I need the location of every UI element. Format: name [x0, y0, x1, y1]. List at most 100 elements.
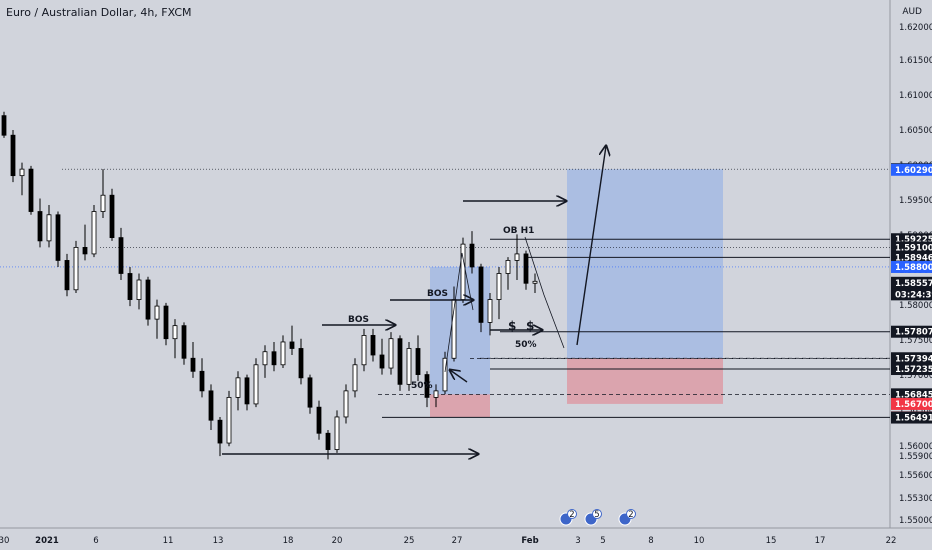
- price-label: 1.59100: [895, 243, 932, 253]
- price-label-box: [891, 241, 932, 254]
- x-tick-label: 20: [332, 536, 343, 546]
- candle-body[interactable]: [217, 419, 223, 444]
- candle-body[interactable]: [181, 325, 187, 359]
- candle-body[interactable]: [415, 348, 421, 375]
- bos-label: BOS: [427, 289, 448, 299]
- candle-body[interactable]: [100, 194, 106, 212]
- event-count-label: 5: [594, 510, 599, 520]
- x-tick-label: Feb: [521, 536, 538, 546]
- price-label: 1.60290: [895, 166, 932, 176]
- y-tick-label: 1.56500: [899, 406, 932, 416]
- y-tick-label: 1.57000: [899, 371, 932, 381]
- candle-body[interactable]: [1, 115, 7, 136]
- candle-body[interactable]: [127, 273, 133, 300]
- candle-body[interactable]: [532, 280, 538, 284]
- candle-body[interactable]: [298, 348, 304, 379]
- candle-body[interactable]: [487, 299, 493, 323]
- target-zone: [567, 169, 723, 359]
- candle-body[interactable]: [307, 377, 313, 408]
- candle-body[interactable]: [325, 432, 331, 450]
- x-tick-label: 6: [93, 536, 98, 546]
- previous-stop-zone: [430, 394, 490, 418]
- candle-body[interactable]: [334, 416, 340, 450]
- candle-body[interactable]: [136, 279, 142, 300]
- candle-body[interactable]: [469, 243, 475, 268]
- event-count-badge: [592, 509, 602, 519]
- x-tick-label: 11: [163, 536, 174, 546]
- price-label: 1.58800: [895, 263, 932, 273]
- fifty-percent-label: 50%: [411, 381, 433, 391]
- price-label-box: [891, 397, 932, 410]
- candle-body[interactable]: [397, 338, 403, 385]
- candle-body[interactable]: [316, 406, 322, 434]
- candle-body[interactable]: [406, 348, 412, 385]
- candle-body[interactable]: [370, 335, 376, 356]
- candle-body[interactable]: [55, 214, 61, 261]
- candle-body[interactable]: [172, 325, 178, 340]
- candle-body[interactable]: [514, 253, 520, 261]
- target-arrow: [576, 146, 606, 346]
- candle-body[interactable]: [109, 194, 115, 239]
- candle-body[interactable]: [91, 211, 97, 255]
- candle-body[interactable]: [208, 390, 214, 421]
- y-tick-label: 1.55300: [899, 494, 932, 504]
- candle-body[interactable]: [424, 374, 430, 398]
- candle-body[interactable]: [145, 279, 151, 320]
- candle-body[interactable]: [163, 305, 169, 340]
- x-tick-label: 17: [815, 536, 826, 546]
- candle-body[interactable]: [253, 364, 259, 405]
- event-count-label: 2: [569, 510, 574, 520]
- candle-body[interactable]: [37, 211, 43, 242]
- y-tick-label: 1.59500: [899, 196, 932, 206]
- event-count-badge: [567, 509, 577, 519]
- candle-body[interactable]: [442, 357, 448, 392]
- candle-body[interactable]: [478, 266, 484, 323]
- candle-body[interactable]: [388, 338, 394, 369]
- candle-body[interactable]: [28, 168, 34, 212]
- candle-body[interactable]: [19, 168, 25, 177]
- x-tick-label: 3: [575, 536, 580, 546]
- candle-body[interactable]: [118, 237, 124, 274]
- candle-body[interactable]: [496, 273, 502, 300]
- y-tick-label: 1.55900: [899, 452, 932, 462]
- candle-body[interactable]: [523, 253, 529, 284]
- candle-body[interactable]: [10, 134, 16, 177]
- candle-body[interactable]: [82, 246, 88, 255]
- liquidity-dollar-label: $: [508, 319, 516, 333]
- candle-body[interactable]: [64, 260, 70, 291]
- x-tick-label: 2021: [35, 536, 59, 546]
- x-tick-label: 18: [283, 536, 294, 546]
- candle-body[interactable]: [262, 351, 268, 366]
- candle-body[interactable]: [505, 260, 511, 274]
- candle-body[interactable]: [46, 214, 52, 242]
- candle-body[interactable]: [199, 370, 205, 392]
- candle-body[interactable]: [379, 354, 385, 369]
- candle-body[interactable]: [352, 364, 358, 392]
- candle-body[interactable]: [280, 341, 286, 366]
- y-tick-label: 1.55000: [899, 516, 932, 526]
- candle-body[interactable]: [73, 246, 79, 291]
- x-tick-label: 30: [0, 536, 9, 546]
- candle-body[interactable]: [226, 396, 232, 444]
- candle-body[interactable]: [361, 335, 367, 366]
- bos-label: BOS: [348, 315, 369, 325]
- y-tick-label: 1.55600: [899, 471, 932, 481]
- x-tick-label: 5: [600, 536, 605, 546]
- candle-body[interactable]: [244, 377, 250, 405]
- candle-body[interactable]: [343, 390, 349, 418]
- candle-body[interactable]: [154, 305, 160, 320]
- candle-body[interactable]: [433, 390, 439, 398]
- candle-body[interactable]: [271, 351, 277, 366]
- candle-body[interactable]: [235, 377, 241, 398]
- price-label-box: [891, 388, 932, 401]
- ob-label: OB H1: [503, 226, 534, 236]
- price-label: 1.56491: [895, 414, 932, 424]
- y-tick-label: 1.56000: [899, 442, 932, 452]
- x-tick-label: 15: [766, 536, 777, 546]
- candle-body[interactable]: [190, 357, 196, 372]
- candle-body[interactable]: [460, 243, 466, 300]
- price-label-box: [891, 288, 932, 301]
- candle-body[interactable]: [289, 341, 295, 349]
